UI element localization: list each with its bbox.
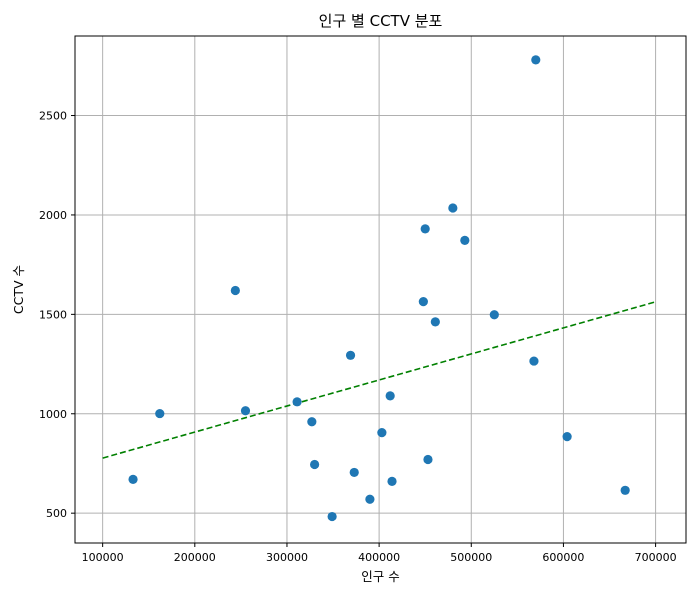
x-axis-label: 인구 수	[361, 569, 399, 584]
plot-frame	[74, 35, 687, 544]
data-point	[489, 310, 499, 320]
data-point	[230, 285, 240, 296]
data-point	[349, 467, 359, 478]
data-point	[620, 485, 630, 495]
y-tick-label: 2500	[39, 110, 67, 123]
data-point	[420, 224, 430, 234]
data-point	[387, 476, 397, 486]
y-tick-label: 1500	[39, 308, 67, 321]
data-point	[307, 417, 317, 427]
x-tick-label: 100000	[82, 551, 124, 564]
y-tick-label: 500	[46, 507, 67, 520]
data-point	[430, 317, 440, 327]
trend-line	[102, 301, 656, 459]
data-point	[155, 408, 165, 419]
x-tick-label: 400000	[358, 551, 400, 564]
grid	[75, 36, 686, 543]
data-point	[327, 511, 337, 522]
x-axis: 100000 200000 300000 400000 500000 600000 7000…	[82, 543, 677, 564]
data-point	[385, 391, 395, 401]
x-tick-label: 500000	[450, 551, 492, 564]
data-point	[529, 356, 539, 366]
chart-title: 인구 별 CCTV 분포	[319, 12, 443, 30]
data-point	[345, 350, 356, 360]
data-point	[240, 406, 251, 416]
trend-layer	[102, 301, 656, 459]
data-point	[365, 494, 375, 504]
x-tick-label: 300000	[266, 551, 308, 564]
x-tick-label: 200000	[174, 551, 216, 564]
data-point	[418, 297, 428, 307]
y-axis: 500 1000 1500 2000 2500	[39, 110, 75, 520]
points-layer	[128, 55, 630, 522]
data-point	[292, 397, 302, 407]
x-tick-label: 600000	[542, 551, 584, 564]
data-point	[310, 459, 320, 470]
x-tick-label: 700000	[635, 551, 677, 564]
data-point	[531, 55, 541, 65]
y-tick-label: 2000	[39, 209, 67, 222]
data-point	[562, 432, 572, 442]
data-point	[377, 428, 387, 438]
data-point	[448, 203, 458, 213]
data-point	[423, 454, 433, 465]
data-point	[128, 474, 138, 484]
y-axis-label: CCTV 수	[11, 265, 26, 314]
y-tick-label: 1000	[39, 408, 67, 421]
data-point	[460, 235, 470, 245]
